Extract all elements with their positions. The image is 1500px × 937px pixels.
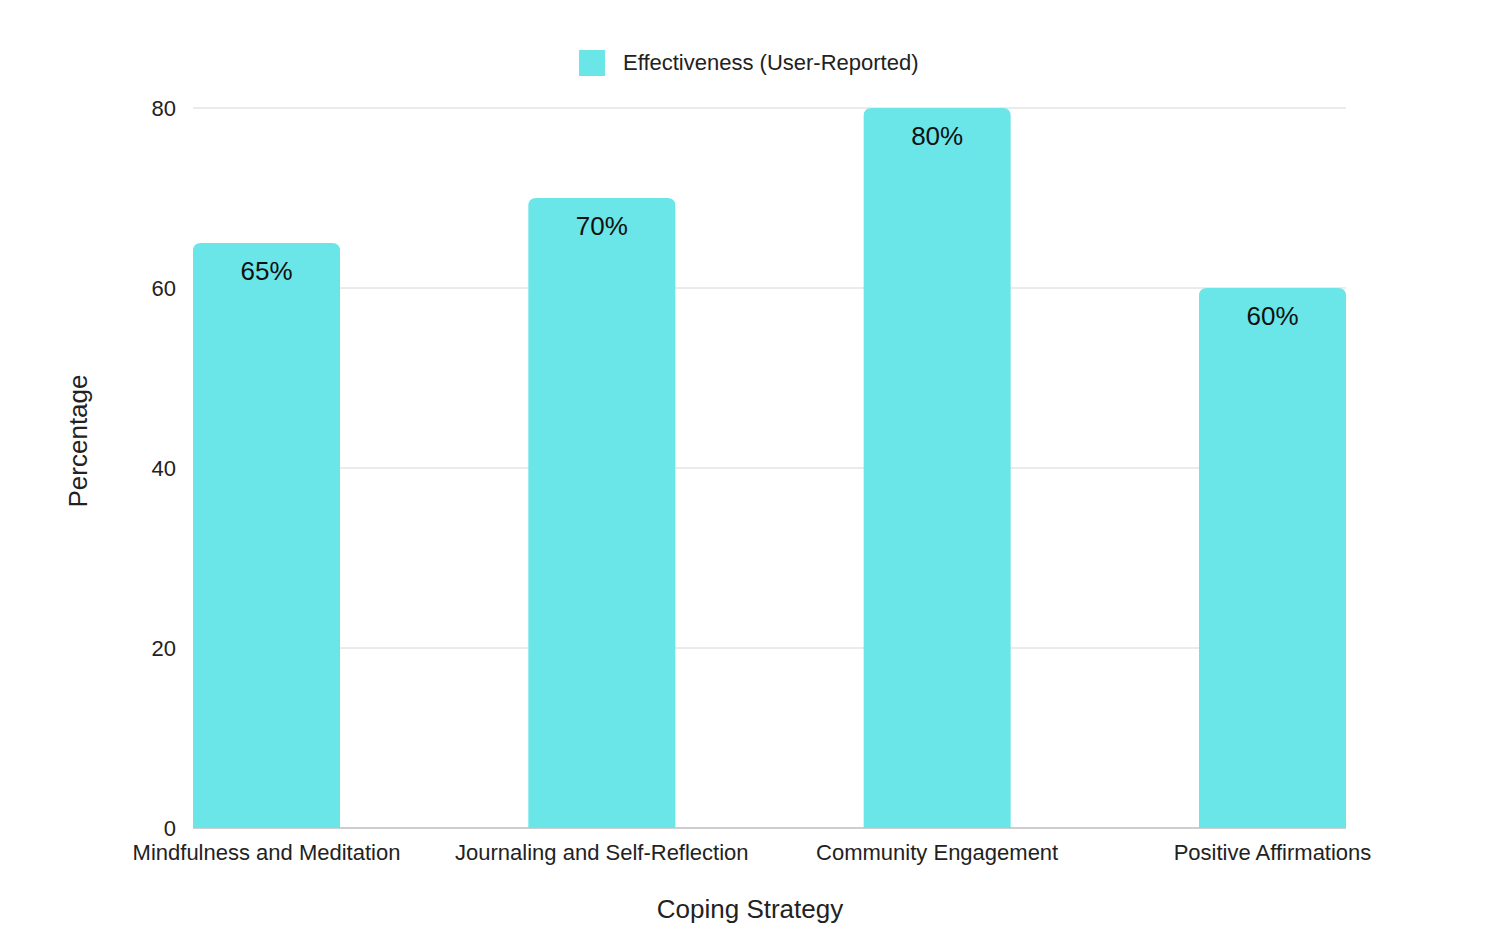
chart-svg: 0 20 40 60 80 Mindfulness and Meditation Journ…: [0, 0, 1500, 937]
y-tick-label: 0: [164, 816, 176, 841]
data-label: 80%: [911, 121, 963, 151]
data-labels: 65% 70% 80% 60%: [240, 121, 1298, 331]
legend-label: Effectiveness (User-Reported): [623, 50, 919, 75]
bar: [864, 108, 1011, 828]
bar: [528, 198, 675, 828]
y-tick-label: 60: [152, 276, 176, 301]
bars: [193, 108, 1346, 828]
x-tick-label: Community Engagement: [816, 840, 1058, 865]
grid-line: [193, 108, 1346, 109]
y-tick-label: 80: [152, 96, 176, 121]
grid-line: [193, 828, 1346, 829]
x-axis-title: Coping Strategy: [657, 894, 843, 924]
y-tick-label: 40: [152, 456, 176, 481]
x-tick-label: Mindfulness and Meditation: [133, 840, 401, 865]
legend: Effectiveness (User-Reported): [579, 50, 919, 76]
grid-line: [193, 648, 1346, 649]
chart-container: 0 20 40 60 80 Mindfulness and Meditation Journ…: [0, 0, 1500, 937]
data-label: 60%: [1246, 301, 1298, 331]
x-tick-label: Positive Affirmations: [1174, 840, 1372, 865]
legend-swatch: [579, 50, 605, 76]
grid-line: [193, 288, 1346, 289]
y-tick-label: 20: [152, 636, 176, 661]
bar: [1199, 288, 1346, 828]
data-label: 70%: [576, 211, 628, 241]
y-axis-title: Percentage: [63, 375, 93, 508]
x-axis-line: [193, 828, 1346, 829]
x-tick-label: Journaling and Self-Reflection: [455, 840, 749, 865]
bar: [193, 243, 340, 828]
data-label: 65%: [240, 256, 292, 286]
grid-line: [193, 468, 1346, 469]
